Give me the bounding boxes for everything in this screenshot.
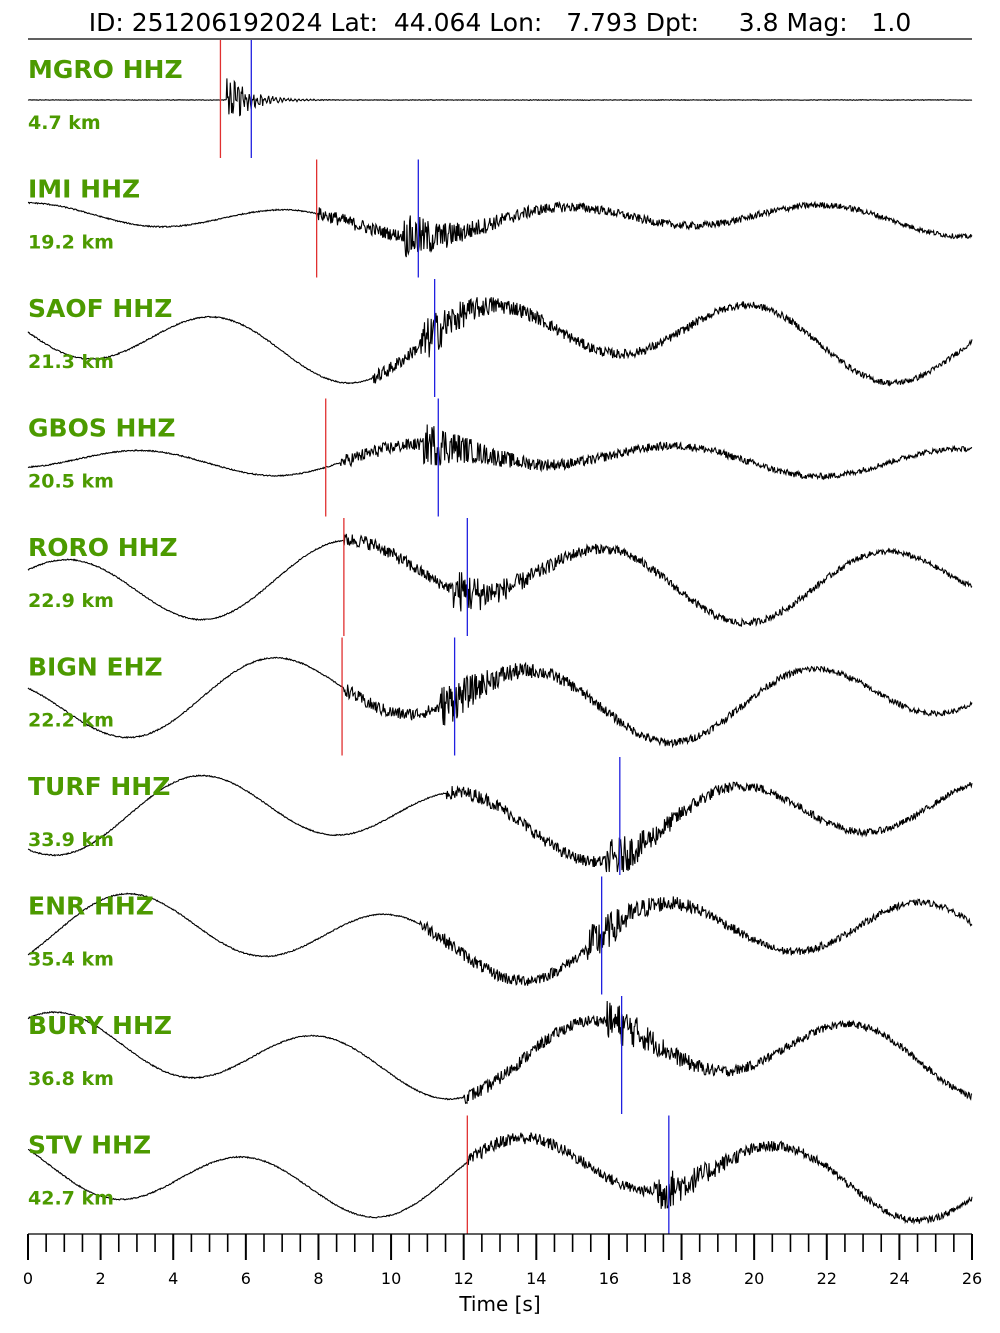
station-distance: 19.2 km: [28, 232, 114, 254]
waveform-line: [27, 774, 973, 873]
station-name: GBOS HHZ: [28, 414, 176, 443]
station-name: SAOF HHZ: [28, 294, 172, 323]
x-tick-label: 12: [454, 1269, 474, 1288]
station-name: MGRO HHZ: [28, 55, 183, 84]
waveform-line: [27, 656, 973, 749]
station-name: ENR HHZ: [28, 892, 154, 921]
station-trace: MGRO HHZ 4.7 km: [27, 40, 973, 158]
station-trace: BURY HHZ 36.8 km: [27, 996, 973, 1114]
station-trace: RORO HHZ 22.9 km: [27, 518, 973, 636]
x-tick-label: 26: [962, 1269, 982, 1288]
waveform-line: [27, 892, 973, 986]
station-trace: BIGN EHZ 22.2 km: [27, 637, 973, 756]
x-tick-label: 18: [671, 1269, 691, 1288]
waveform-line: [27, 424, 973, 481]
x-tick-label: 10: [381, 1269, 401, 1288]
chart-title: ID: 251206192024 Lat: 44.064 Lon: 7.793 …: [89, 8, 912, 37]
waveform-line: [27, 78, 973, 117]
x-tick-label: 2: [96, 1269, 106, 1288]
station-name: TURF HHZ: [28, 772, 170, 801]
station-distance: 36.8 km: [28, 1068, 114, 1090]
station-distance: 42.7 km: [28, 1188, 114, 1210]
x-tick-label: 4: [168, 1269, 178, 1288]
station-distance: 22.2 km: [28, 710, 114, 732]
station-trace: SAOF HHZ 21.3 km: [27, 279, 973, 397]
station-name: IMI HHZ: [28, 175, 140, 204]
station-name: STV HHZ: [28, 1131, 151, 1160]
station-trace: TURF HHZ 33.9 km: [27, 757, 973, 875]
waveform-line: [27, 297, 973, 387]
waveform-line: [27, 1000, 973, 1105]
station-name: BURY HHZ: [28, 1011, 172, 1040]
station-distance: 35.4 km: [28, 949, 114, 971]
waveform-line: [27, 533, 973, 628]
station-distance: 20.5 km: [28, 471, 114, 493]
waveform-line: [27, 1132, 973, 1225]
waveform-line: [27, 200, 973, 258]
station-distance: 4.7 km: [28, 112, 101, 134]
traces-group: MGRO HHZ 4.7 km IMI HHZ 19.2 km SAOF HHZ 21.3…: [27, 40, 973, 1234]
station-distance: 22.9 km: [28, 590, 114, 612]
x-tick-label: 8: [313, 1269, 323, 1288]
station-distance: 21.3 km: [28, 351, 114, 373]
x-tick-label: 14: [526, 1269, 546, 1288]
station-trace: IMI HHZ 19.2 km: [27, 159, 973, 278]
x-axis: 0 2 4 6 8 10 12 14 16 18 20 22 24 26: [23, 1233, 982, 1288]
x-tick-label: 0: [23, 1269, 33, 1288]
station-distance: 33.9 km: [28, 829, 114, 851]
station-trace: GBOS HHZ 20.5 km: [27, 398, 973, 517]
x-tick-label: 24: [889, 1269, 909, 1288]
x-tick-label: 20: [744, 1269, 764, 1288]
x-tick-label: 22: [817, 1269, 837, 1288]
station-trace: ENR HHZ 35.4 km: [27, 876, 973, 995]
x-tick-label: 16: [599, 1269, 619, 1288]
x-axis-label: Time [s]: [458, 1292, 540, 1316]
x-tick-label: 6: [241, 1269, 251, 1288]
station-name: BIGN EHZ: [28, 653, 163, 682]
station-name: RORO HHZ: [28, 533, 178, 562]
station-trace: STV HHZ 42.7 km: [27, 1115, 973, 1234]
